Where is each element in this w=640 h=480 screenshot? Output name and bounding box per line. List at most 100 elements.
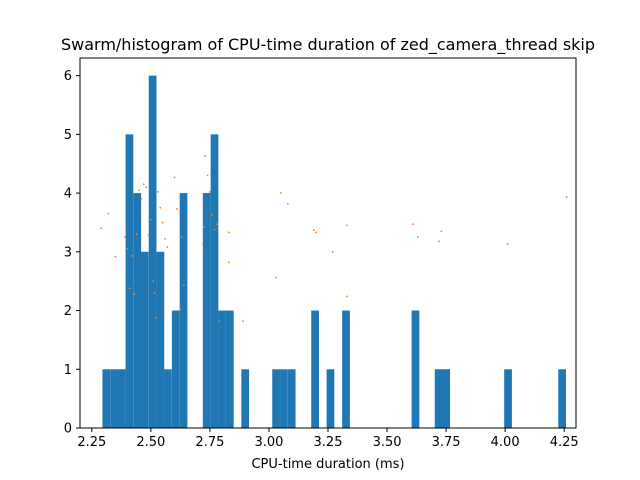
histogram-bars [102,75,567,428]
swarm-point [173,176,176,179]
histogram-bar [125,134,134,428]
x-tick-label: 3.00 [254,435,283,450]
histogram-bar [164,369,172,428]
swarm-point [315,231,318,234]
histogram-bar [280,369,288,428]
swarm-point [201,243,204,246]
swarm-point [142,183,145,186]
swarm-point [345,295,348,298]
swarm-point [133,293,136,295]
swarm-point [175,208,178,210]
swarm-point [218,320,221,323]
swarm-point [216,223,218,226]
histogram-bar [202,193,211,428]
chart-title: Swarm/histogram of CPU-time duration of … [61,35,595,55]
swarm-point [213,228,216,231]
swarm-point [154,317,157,320]
x-tick-label: 2.50 [136,435,165,450]
swarm-point [279,192,282,194]
swarm-point [138,189,140,192]
x-axis-label: CPU-time duration (ms) [251,457,404,472]
swarm-point [157,191,159,193]
swarm-point [345,224,348,227]
histogram-bar [504,369,512,428]
histogram-bar [179,193,188,428]
swarm-point [147,234,150,237]
x-tick-label: 4.25 [550,435,579,450]
swarm-point [123,236,126,239]
swarm-point [152,280,155,283]
x-tick-label: 3.50 [373,435,402,450]
swarm-point [211,213,214,216]
histogram-bar [133,193,142,428]
swarm-point [440,230,443,233]
y-tick-label: 4 [64,187,72,202]
swarm-point [209,191,211,193]
x-tick-label: 2.75 [195,435,224,450]
histogram-bar [287,369,296,428]
histogram-bar [434,369,443,428]
histogram-bar [272,369,280,428]
swarm-point [149,218,152,221]
swarm-point [331,250,334,253]
x-tick-label: 3.25 [314,435,343,450]
x-tick-label: 3.75 [432,435,461,450]
swarm-point [179,308,182,311]
x-axis-ticks: 2.25 2.50 2.75 3.00 3.25 3.50 3.75 4.00 4.25 [77,428,579,450]
swarm-point [164,237,166,240]
y-tick-label: 0 [64,422,72,437]
histogram-bar [156,251,165,428]
swarm-point [275,276,277,279]
swarm-point [565,196,568,199]
swarm-point [227,231,230,234]
swarm-point [183,284,185,287]
swarm-point [204,155,207,157]
swarm-point [145,186,148,189]
y-tick-label: 2 [64,304,72,319]
swarm-point [128,287,131,290]
swarm-point [140,198,143,200]
histogram-bar [171,310,180,428]
y-axis-ticks: 0 1 2 3 4 5 6 [64,69,80,437]
histogram-bar [102,369,111,428]
histogram-bar [117,369,126,428]
swarm-point [161,221,164,224]
swarm-point [203,226,205,229]
swarm-point [286,202,289,205]
y-tick-label: 5 [64,128,72,143]
swarm-point [153,292,156,294]
histogram-bar [140,251,149,428]
swarm-point [506,243,509,246]
swarm-point [166,246,169,249]
swarm-point [126,247,129,250]
histogram-bar [110,369,118,428]
y-tick-label: 6 [64,69,72,84]
swarm-point [242,320,244,323]
x-tick-label: 4.00 [491,435,520,450]
histogram-bar [225,310,234,428]
swarm-point [227,261,230,264]
swarm-point [312,229,315,231]
swarm-point [131,255,133,257]
histogram-bar [210,134,219,428]
swarm-point [180,236,183,239]
swarm-point [159,206,162,209]
histogram-bar [558,369,567,428]
swarm-point [206,174,209,177]
swarm-point [135,233,138,236]
swarm-point [100,227,103,230]
histogram-bar [218,310,226,428]
swarm-point [114,255,117,258]
histogram-bar [326,369,335,428]
y-tick-label: 3 [64,245,72,260]
histogram-bar [241,369,250,428]
histogram-bar [148,75,157,428]
swarm-point [416,236,419,239]
y-tick-label: 1 [64,363,72,378]
histogram-bar [442,369,451,428]
histogram-bar [411,310,420,428]
swarm-point [438,240,440,243]
swarm-points [100,155,568,323]
